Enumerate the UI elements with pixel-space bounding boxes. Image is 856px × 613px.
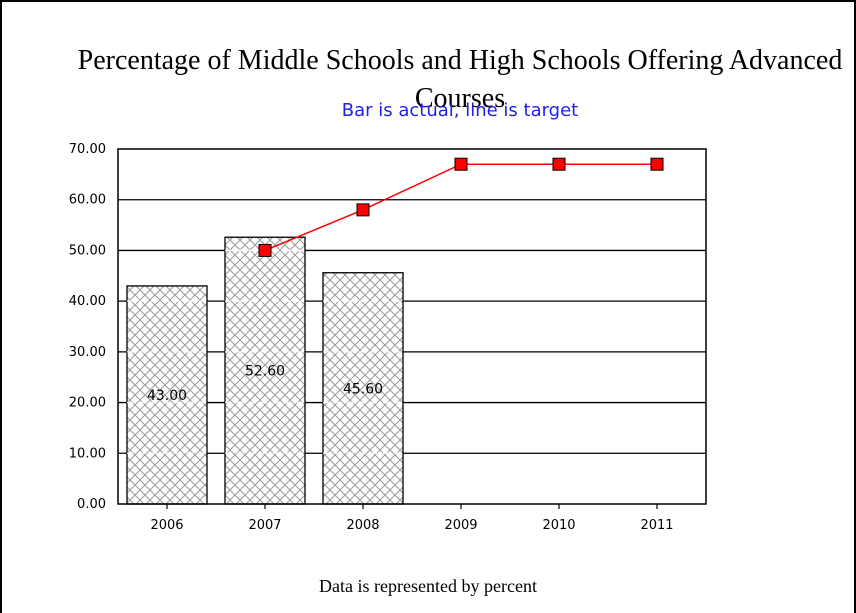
y-tick-label: 50.00 bbox=[69, 243, 106, 258]
plot-area bbox=[117, 148, 707, 505]
bar-data-label: 43.00 bbox=[147, 388, 187, 404]
bar-data-label: 52.60 bbox=[245, 364, 285, 380]
y-tick-label: 70.00 bbox=[69, 142, 106, 157]
chart-subtitle: Bar is actual, line is target bbox=[341, 100, 579, 121]
chart-footer: Data is represented by percent bbox=[319, 576, 537, 596]
x-tick-label: 2011 bbox=[640, 518, 673, 533]
y-tick-label: 10.00 bbox=[69, 446, 106, 461]
bar bbox=[224, 236, 306, 505]
y-tick-label: 0.00 bbox=[77, 497, 106, 512]
y-tick-label: 40.00 bbox=[69, 294, 106, 309]
x-tick-label: 2008 bbox=[346, 518, 379, 533]
bar bbox=[126, 285, 208, 505]
target-point bbox=[258, 243, 272, 257]
target-point bbox=[650, 157, 664, 171]
x-tick-label: 2009 bbox=[444, 518, 477, 533]
target-point bbox=[356, 203, 370, 217]
target-point bbox=[552, 157, 566, 171]
x-tick-label: 2010 bbox=[542, 518, 575, 533]
target-point bbox=[454, 157, 468, 171]
target-line bbox=[264, 163, 657, 252]
bar-data-label: 45.60 bbox=[343, 381, 383, 397]
chart-title: Percentage of Middle Schools and High Sc… bbox=[77, 45, 843, 114]
y-tick-label: 60.00 bbox=[69, 193, 106, 208]
x-tick-label: 2007 bbox=[248, 518, 281, 533]
x-tick-label: 2006 bbox=[150, 518, 183, 533]
y-tick-label: 30.00 bbox=[69, 345, 106, 360]
y-tick-label: 20.00 bbox=[69, 396, 106, 411]
